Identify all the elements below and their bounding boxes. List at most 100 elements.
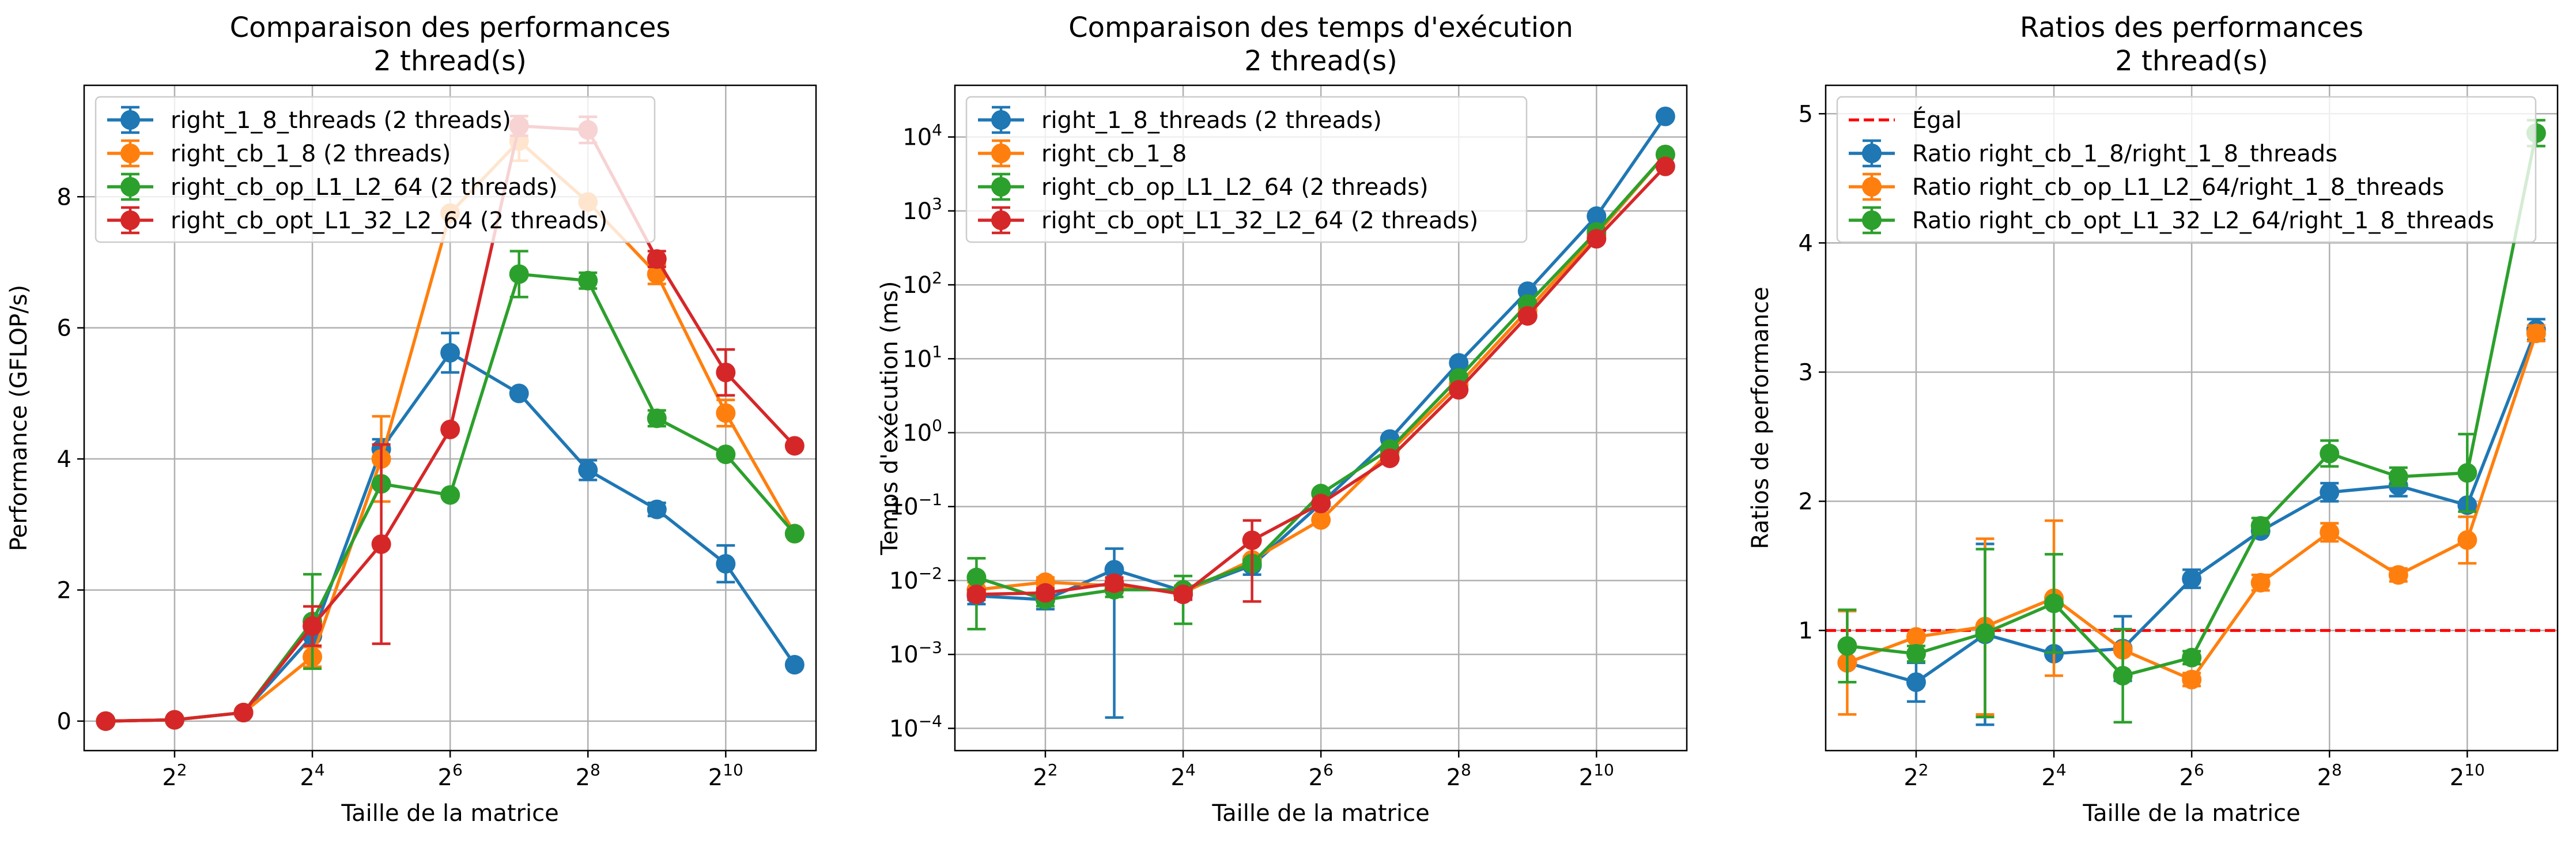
- data-point: [2182, 568, 2202, 589]
- legend-label: right_1_8_threads (2 threads): [1041, 107, 1382, 134]
- data-point: [2250, 516, 2271, 536]
- data-point: [2113, 666, 2133, 686]
- data-point: [716, 362, 736, 382]
- legend-marker: [991, 177, 1011, 197]
- legend-marker: [120, 110, 140, 130]
- legend: Égal Ratio right_cb_1_8/right_1_8_threads…: [1836, 96, 2537, 243]
- data-point: [784, 436, 804, 456]
- legend-entry: right_cb_op_L1_L2_64 (2 threads): [107, 172, 558, 201]
- legend-label: right_cb_1_8: [1041, 141, 1187, 167]
- legend-label: right_cb_op_L1_L2_64 (2 threads): [1041, 174, 1429, 201]
- legend-marker: [991, 144, 1011, 163]
- chart-panel-3: 22 24 26 28 210 1 2 3 4 5 Taille de la matrice Rati…: [1747, 12, 2559, 827]
- data-point: [96, 711, 116, 731]
- x-tick-label: 26: [1308, 760, 1333, 791]
- data-point: [647, 499, 667, 519]
- x-tick-label: 22: [1033, 760, 1057, 791]
- x-tick-label: 210: [2450, 760, 2485, 791]
- y-tick-label: 103: [902, 194, 942, 225]
- series-3: [96, 250, 804, 731]
- y-tick-label: 8: [57, 184, 71, 210]
- legend-marker: [1862, 177, 1882, 197]
- data-point: [784, 523, 804, 544]
- data-point: [1655, 156, 1675, 176]
- y-axis-label: Performance (GFLOP/s): [6, 285, 32, 551]
- x-tick-label: 24: [1170, 760, 1195, 791]
- legend-label: Égal: [1912, 106, 1962, 134]
- data-point: [1104, 560, 1124, 580]
- legend-label: Ratio right_cb_opt_L1_32_L2_64/right_1_8…: [1912, 208, 2494, 234]
- data-point: [2182, 669, 2202, 689]
- data-point: [1975, 623, 1995, 643]
- x-tick-label: 22: [162, 760, 187, 791]
- y-tick-label: 0: [57, 709, 71, 735]
- y-tick-label: 102: [902, 268, 942, 299]
- data-point: [716, 403, 736, 423]
- x-axis-label: Taille de la matrice: [1211, 800, 1429, 827]
- data-point: [1035, 583, 1055, 603]
- data-point: [509, 264, 529, 284]
- data-point: [578, 460, 598, 480]
- data-point: [2388, 466, 2408, 487]
- y-tick-label: 4: [57, 446, 71, 473]
- data-point: [2457, 530, 2477, 550]
- y-tick-label: 100: [902, 416, 942, 447]
- legend-marker: [120, 144, 140, 163]
- data-point: [1311, 493, 1331, 514]
- x-tick-label: 26: [2179, 760, 2204, 791]
- x-tick-label: 28: [1446, 760, 1471, 791]
- legend-label: right_cb_opt_L1_32_L2_64 (2 threads): [171, 208, 607, 234]
- chart-title: Comparaison des performances: [230, 12, 671, 44]
- legend-label: right_cb_opt_L1_32_L2_64 (2 threads): [1041, 208, 1478, 234]
- data-point: [2388, 565, 2408, 585]
- chart-subtitle: 2 thread(s): [373, 45, 527, 77]
- data-point: [440, 342, 460, 363]
- legend-entry: Ratio right_cb_op_L1_L2_64/right_1_8_thr…: [1849, 172, 2444, 201]
- chart-title: Ratios des performances: [2020, 12, 2363, 44]
- y-tick-label: 4: [1799, 230, 1813, 257]
- data-point: [1587, 229, 1607, 249]
- data-point: [440, 419, 460, 439]
- legend-marker: [991, 210, 1011, 230]
- legend-label: Ratio right_cb_1_8/right_1_8_threads: [1912, 141, 2337, 167]
- data-point: [784, 655, 804, 675]
- legend-box: [965, 96, 1528, 243]
- x-tick-label: 22: [1903, 760, 1928, 791]
- legend: right_1_8_threads (2 threads) right_cb_1_…: [95, 96, 656, 243]
- legend-entry: right_cb_1_8: [978, 139, 1187, 168]
- data-point: [1587, 206, 1607, 226]
- legend-entry: right_1_8_threads (2 threads): [978, 106, 1382, 134]
- legend-marker: [991, 110, 1011, 130]
- x-tick-label: 210: [1579, 760, 1614, 791]
- legend-label: right_cb_op_L1_L2_64 (2 threads): [171, 174, 558, 201]
- legend-marker: [120, 210, 140, 230]
- data-point: [1906, 672, 1926, 692]
- legend-entry: right_cb_opt_L1_32_L2_64 (2 threads): [107, 206, 607, 235]
- y-tick-label: 10−4: [889, 712, 942, 743]
- data-point: [2320, 522, 2340, 542]
- legend-entry: Ratio right_cb_opt_L1_32_L2_64/right_1_8…: [1849, 206, 2494, 235]
- legend-marker: [120, 177, 140, 197]
- y-tick-label: 3: [1799, 359, 1813, 386]
- legend-label: right_1_8_threads (2 threads): [171, 107, 511, 134]
- data-point: [2526, 323, 2546, 344]
- data-point: [1655, 106, 1675, 126]
- data-point: [2182, 647, 2202, 668]
- x-tick-label: 24: [2041, 760, 2066, 791]
- y-tick-label: 2: [57, 577, 71, 604]
- data-point: [578, 270, 598, 291]
- x-axis-label: Taille de la matrice: [2082, 800, 2300, 827]
- x-tick-label: 28: [2317, 760, 2342, 791]
- data-point: [1311, 510, 1331, 530]
- data-point: [509, 383, 529, 404]
- y-tick-label: 104: [902, 120, 942, 151]
- data-point: [1449, 380, 1469, 400]
- legend-entry: right_cb_opt_L1_32_L2_64 (2 threads): [978, 206, 1478, 235]
- legend-entry: right_cb_op_L1_L2_64 (2 threads): [978, 172, 1429, 201]
- data-point: [303, 616, 323, 636]
- data-point: [647, 408, 667, 428]
- data-point: [164, 710, 184, 730]
- data-point: [1104, 573, 1124, 593]
- data-point: [2320, 482, 2340, 502]
